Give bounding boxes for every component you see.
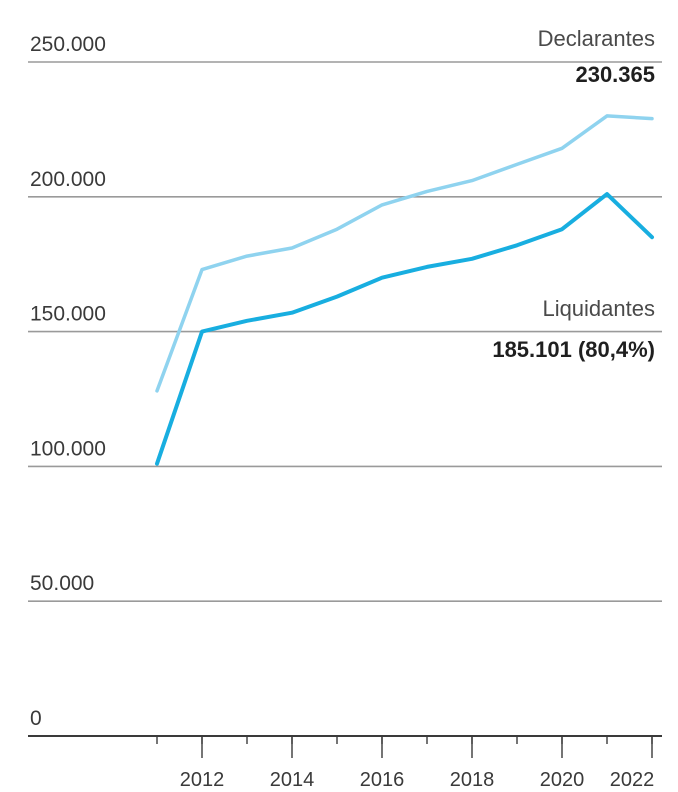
series-labels: Declarantes 230.365 Liquidantes 185.101 … bbox=[492, 26, 655, 362]
x-tick-label: 2014 bbox=[270, 769, 315, 791]
y-tick-label: 100.000 bbox=[30, 437, 106, 460]
x-tick-label: 2020 bbox=[540, 769, 585, 791]
series-label-liquidantes: Liquidantes bbox=[542, 296, 655, 321]
y-tick-label: 200.000 bbox=[30, 168, 106, 191]
series-value-liquidantes: 185.101 (80,4%) bbox=[492, 337, 655, 362]
y-tick-label: 250.000 bbox=[30, 33, 106, 56]
series-line-declarantes bbox=[155, 114, 654, 393]
series-label-declarantes: Declarantes bbox=[538, 26, 655, 51]
y-tick-label: 0 bbox=[30, 707, 42, 730]
grid-layer: 0 50.000 100.000 150.000 200.000 250.000 bbox=[28, 33, 662, 737]
series-line-liquidantes bbox=[155, 192, 654, 466]
y-tick-label: 150.000 bbox=[30, 303, 106, 326]
x-tick-label: 2018 bbox=[450, 769, 495, 791]
x-axis: 2012 2014 2016 2018 2020 2022 bbox=[156, 736, 655, 791]
x-tick-label: 2022 bbox=[610, 769, 655, 791]
series-value-declarantes: 230.365 bbox=[575, 62, 655, 87]
y-tick-label: 50.000 bbox=[30, 572, 94, 595]
x-tick-label: 2012 bbox=[180, 769, 225, 791]
series-layer bbox=[155, 114, 654, 466]
x-tick-label: 2016 bbox=[360, 769, 405, 791]
